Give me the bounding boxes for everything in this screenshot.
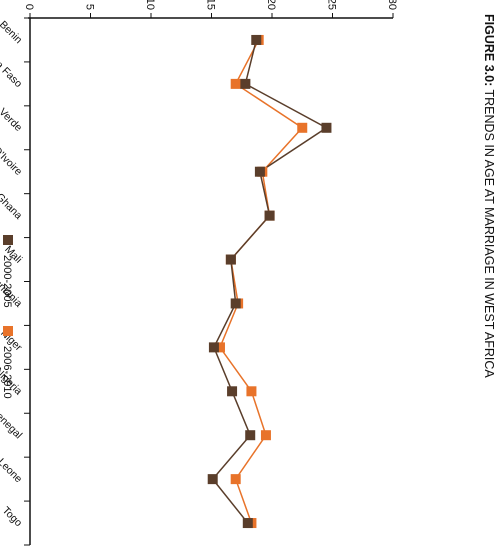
x-category-label: Sierra Leone bbox=[0, 434, 24, 485]
y-tick-label: 20 bbox=[265, 0, 277, 10]
data-point bbox=[321, 122, 332, 133]
y-axis-ticks: 0 5 10 15 20 25 30 bbox=[23, 0, 398, 18]
x-category-label: Senegal bbox=[0, 406, 24, 442]
chart-title-text: TRENDS IN AGE AT MARRIAGE IN WEST AFRICA bbox=[482, 86, 496, 378]
x-category-label: Togo bbox=[0, 505, 24, 530]
data-point bbox=[240, 78, 251, 89]
series-line bbox=[211, 39, 328, 524]
data-point bbox=[230, 78, 241, 89]
y-tick-label: 0 bbox=[23, 4, 35, 10]
data-point bbox=[245, 430, 256, 441]
data-point bbox=[260, 430, 271, 441]
data-point bbox=[246, 386, 257, 397]
chart-title-prefix: FIGURE 3.0: bbox=[482, 14, 496, 86]
x-category-label: Ghana bbox=[0, 191, 24, 222]
legend-swatch bbox=[3, 235, 13, 245]
data-point bbox=[242, 518, 253, 529]
legend-label: 2000-2005 bbox=[1, 255, 13, 308]
data-point bbox=[225, 254, 236, 265]
legend-label: 2006-2010 bbox=[1, 346, 13, 399]
data-point bbox=[254, 166, 265, 177]
series-lines bbox=[211, 39, 328, 524]
axes bbox=[28, 17, 393, 545]
data-point bbox=[264, 210, 275, 221]
data-point bbox=[230, 474, 241, 485]
legend: 2000-2005 2006-2010 bbox=[1, 235, 13, 399]
data-point bbox=[230, 298, 241, 309]
x-category-label: Benin bbox=[0, 19, 24, 47]
data-point bbox=[207, 474, 218, 485]
series-line bbox=[219, 39, 304, 524]
x-category-label: Cape Verde bbox=[0, 86, 24, 134]
chart-title: FIGURE 3.0: TRENDS IN AGE AT MARRIAGE IN… bbox=[482, 14, 496, 378]
data-point bbox=[297, 122, 308, 133]
data-point bbox=[208, 342, 219, 353]
y-tick-label: 25 bbox=[326, 0, 338, 10]
y-tick-label: 10 bbox=[144, 0, 156, 10]
x-category-label: Burkina Faso bbox=[0, 38, 24, 90]
data-point bbox=[227, 386, 238, 397]
legend-swatch bbox=[3, 326, 13, 336]
x-category-label: Cote D'Ivoire bbox=[0, 127, 24, 178]
y-tick-label: 30 bbox=[386, 0, 398, 10]
y-tick-label: 5 bbox=[84, 4, 96, 10]
data-point bbox=[251, 34, 262, 45]
series-markers bbox=[207, 34, 332, 529]
y-tick-label: 15 bbox=[205, 0, 217, 10]
